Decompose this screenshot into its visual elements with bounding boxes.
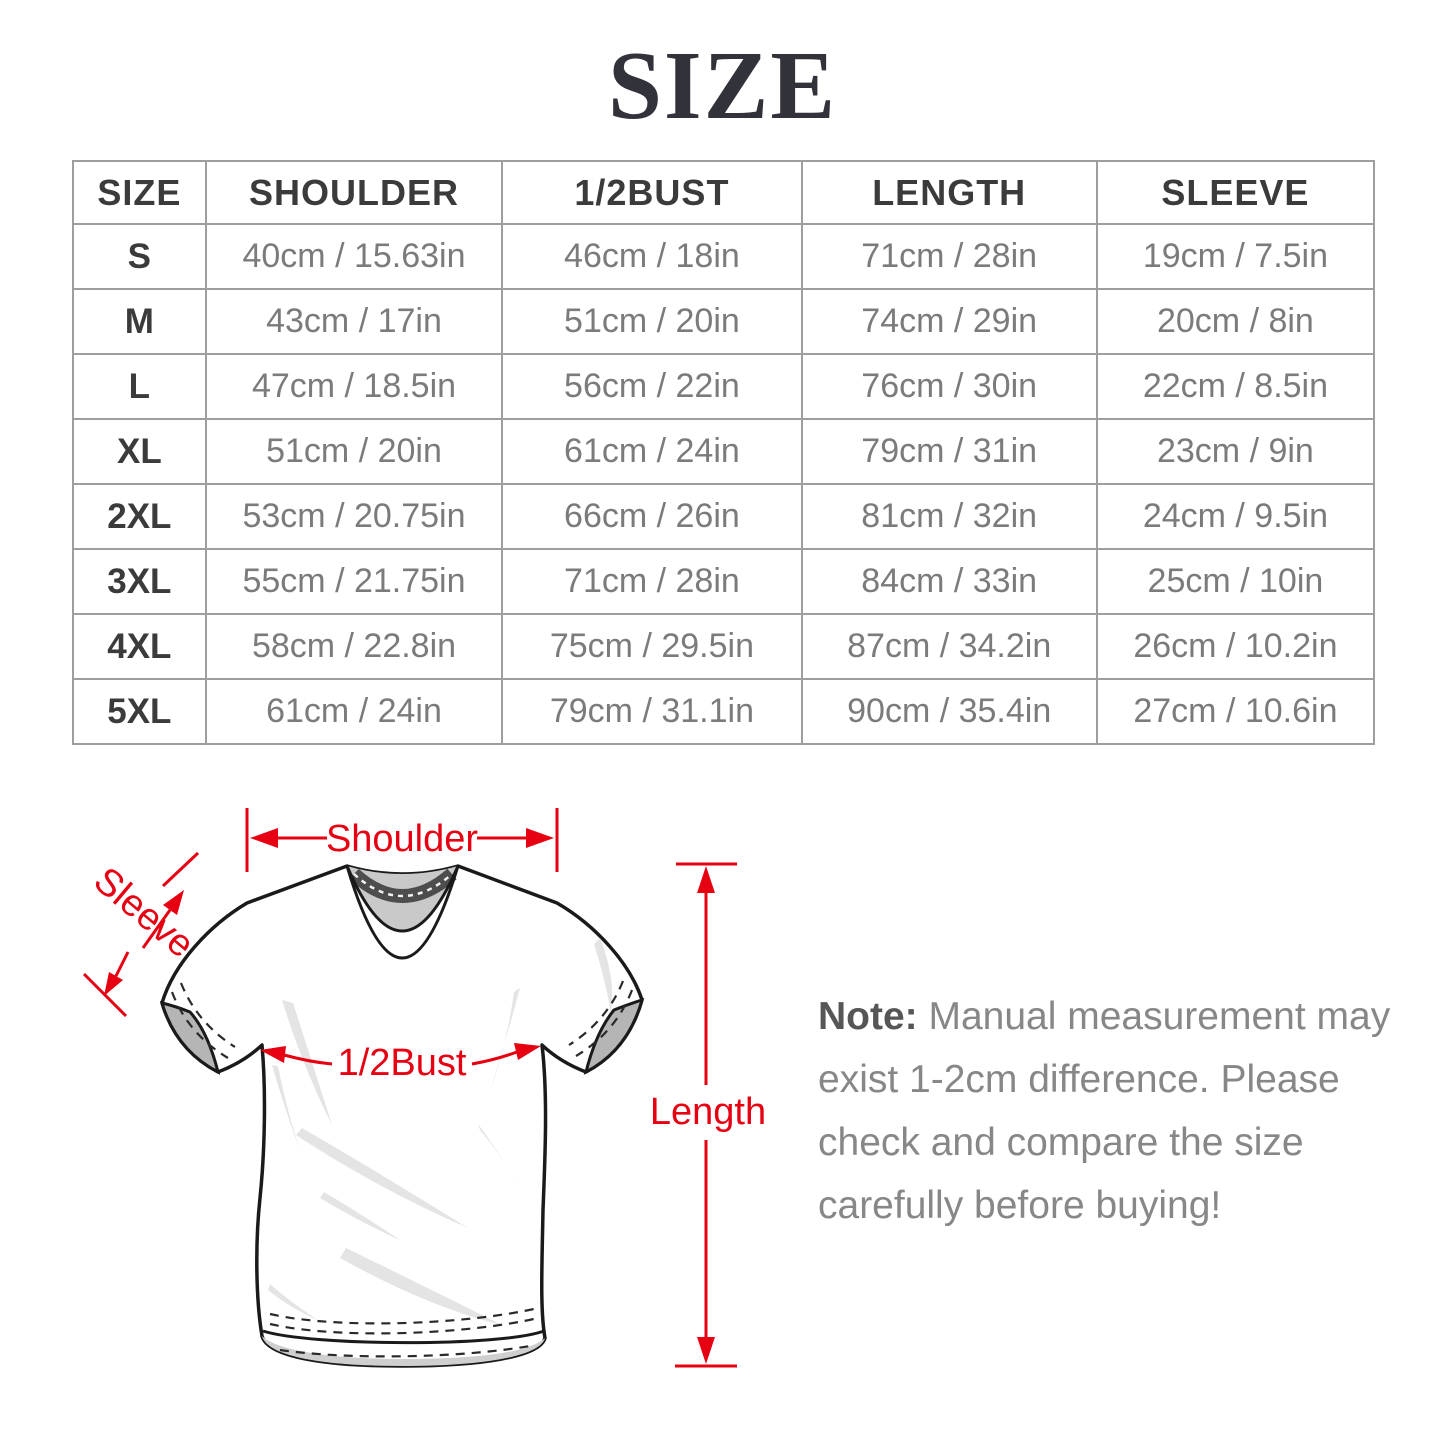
cell-shoulder: 47cm / 18.5in bbox=[204, 353, 504, 420]
note-line: exist 1-2cm difference. Please bbox=[818, 1058, 1340, 1101]
cell-size: XL bbox=[72, 418, 207, 485]
shoulder-label: Shoulder bbox=[326, 818, 478, 860]
fabric-wrinkles bbox=[268, 938, 613, 1325]
cell-length: 81cm / 32in bbox=[800, 483, 1098, 550]
table-header-row: SIZE SHOULDER 1/2BUST LENGTH SLEEVE bbox=[72, 160, 1376, 225]
note-line: Note: Manual measurement may bbox=[818, 985, 1393, 1048]
cell-shoulder: 55cm / 21.75in bbox=[204, 548, 504, 615]
cell-sleeve: 20cm / 8in bbox=[1095, 288, 1376, 355]
cell-size: 2XL bbox=[72, 483, 207, 550]
tshirt-drawing bbox=[159, 864, 645, 1368]
note-line: carefully before buying! bbox=[818, 1184, 1222, 1227]
cell-sleeve: 22cm / 8.5in bbox=[1095, 353, 1376, 420]
table-row: 2XL 53cm / 20.75in 66cm / 26in 81cm / 32… bbox=[72, 483, 1376, 550]
cell-length: 76cm / 30in bbox=[800, 353, 1098, 420]
measurement-note: Note: Manual measurement may exist 1-2cm… bbox=[818, 985, 1393, 1237]
col-header-sleeve: SLEEVE bbox=[1095, 160, 1376, 225]
col-header-length: LENGTH bbox=[800, 160, 1098, 225]
note-line: check and compare the size bbox=[818, 1121, 1304, 1164]
cell-size: 5XL bbox=[72, 678, 207, 745]
table-row: XL 51cm / 20in 61cm / 24in 79cm / 31in 2… bbox=[72, 418, 1376, 485]
table-row: S 40cm / 15.63in 46cm / 18in 71cm / 28in… bbox=[72, 223, 1376, 290]
cell-shoulder: 43cm / 17in bbox=[204, 288, 504, 355]
collar bbox=[345, 865, 460, 960]
cell-halfbust: 71cm / 28in bbox=[501, 548, 803, 615]
cell-halfbust: 56cm / 22in bbox=[501, 353, 803, 420]
cell-sleeve: 26cm / 10.2in bbox=[1095, 613, 1376, 680]
right-sleeve-cuff bbox=[568, 980, 645, 1075]
half-bust-measure: 1/2Bust bbox=[260, 1042, 541, 1084]
cell-sleeve: 19cm / 7.5in bbox=[1095, 223, 1376, 290]
cell-sleeve: 27cm / 10.6in bbox=[1095, 678, 1376, 745]
cell-size: M bbox=[72, 288, 207, 355]
length-label: Length bbox=[650, 1091, 766, 1133]
cell-shoulder: 40cm / 15.63in bbox=[204, 223, 504, 290]
cell-halfbust: 61cm / 24in bbox=[501, 418, 803, 485]
cell-halfbust: 46cm / 18in bbox=[501, 223, 803, 290]
note-text: Manual measurement may bbox=[928, 995, 1391, 1038]
cell-sleeve: 24cm / 9.5in bbox=[1095, 483, 1376, 550]
table-row: 3XL 55cm / 21.75in 71cm / 28in 84cm / 33… bbox=[72, 548, 1376, 615]
cell-length: 74cm / 29in bbox=[800, 288, 1098, 355]
left-sleeve-cuff bbox=[159, 982, 236, 1075]
cell-size: 4XL bbox=[72, 613, 207, 680]
cell-shoulder: 51cm / 20in bbox=[204, 418, 504, 485]
table-row: 5XL 61cm / 24in 79cm / 31.1in 90cm / 35.… bbox=[72, 678, 1376, 745]
cell-length: 79cm / 31in bbox=[800, 418, 1098, 485]
collar-outer-edge bbox=[345, 865, 460, 960]
bottom-hem bbox=[262, 1306, 545, 1366]
cell-sleeve: 25cm / 10in bbox=[1095, 548, 1376, 615]
shoulder-measure: Shoulder bbox=[245, 808, 559, 872]
cell-shoulder: 61cm / 24in bbox=[204, 678, 504, 745]
cell-halfbust: 79cm / 31.1in bbox=[501, 678, 803, 745]
half-bust-label: 1/2Bust bbox=[338, 1042, 467, 1084]
tshirt-body bbox=[160, 864, 644, 1368]
col-header-halfbust: 1/2BUST bbox=[501, 160, 803, 225]
size-table: SIZE SHOULDER 1/2BUST LENGTH SLEEVE S 40… bbox=[72, 160, 1376, 745]
col-header-size: SIZE bbox=[72, 160, 207, 225]
cell-size: S bbox=[72, 223, 207, 290]
cell-shoulder: 58cm / 22.8in bbox=[204, 613, 504, 680]
table-row: M 43cm / 17in 51cm / 20in 74cm / 29in 20… bbox=[72, 288, 1376, 355]
collar-inner-edge bbox=[345, 865, 460, 933]
sleeve-label: Sleeve bbox=[86, 859, 202, 966]
cell-length: 87cm / 34.2in bbox=[800, 613, 1098, 680]
cell-size: L bbox=[72, 353, 207, 420]
cell-length: 71cm / 28in bbox=[800, 223, 1098, 290]
cell-sleeve: 23cm / 9in bbox=[1095, 418, 1376, 485]
cell-length: 84cm / 33in bbox=[800, 548, 1098, 615]
cell-length: 90cm / 35.4in bbox=[800, 678, 1098, 745]
page-title: SIZE bbox=[607, 32, 838, 139]
col-header-shoulder: SHOULDER bbox=[204, 160, 504, 225]
cell-halfbust: 51cm / 20in bbox=[501, 288, 803, 355]
table-row: 4XL 58cm / 22.8in 75cm / 29.5in 87cm / 3… bbox=[72, 613, 1376, 680]
table-row: L 47cm / 18.5in 56cm / 22in 76cm / 30in … bbox=[72, 353, 1376, 420]
length-measure: Length bbox=[650, 862, 766, 1368]
cell-halfbust: 75cm / 29.5in bbox=[501, 613, 803, 680]
note-label: Note: bbox=[818, 995, 918, 1038]
cell-size: 3XL bbox=[72, 548, 207, 615]
cell-halfbust: 66cm / 26in bbox=[501, 483, 803, 550]
cell-shoulder: 53cm / 20.75in bbox=[204, 483, 504, 550]
